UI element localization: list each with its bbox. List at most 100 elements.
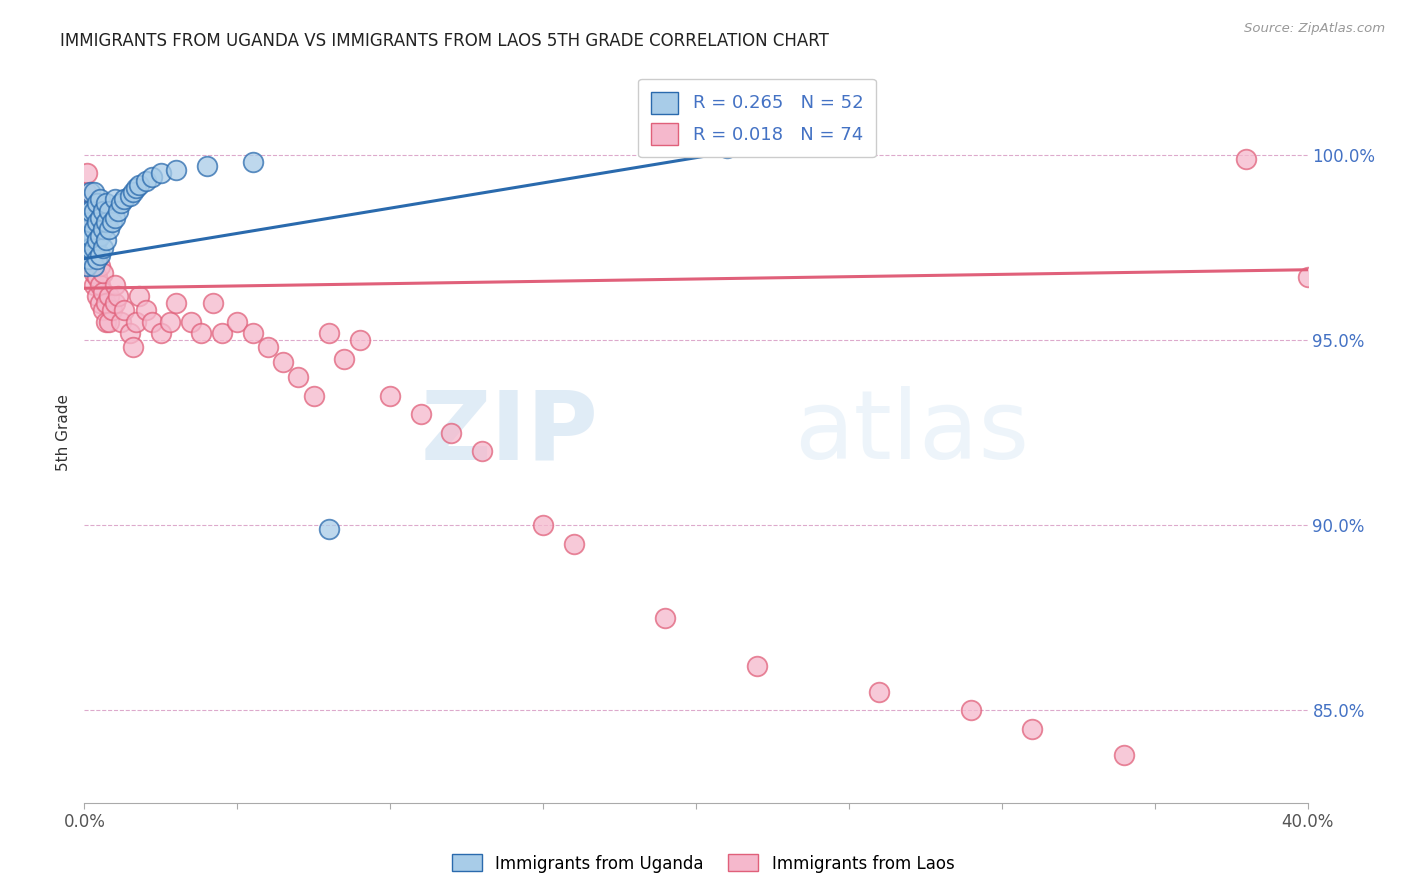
Point bbox=[747, 658, 769, 673]
Point bbox=[83, 241, 105, 255]
Point bbox=[159, 315, 181, 329]
Point bbox=[83, 222, 105, 236]
Point bbox=[165, 296, 187, 310]
Point bbox=[86, 196, 108, 211]
Point bbox=[1296, 270, 1319, 285]
Point bbox=[141, 170, 163, 185]
Point bbox=[83, 241, 105, 255]
Point bbox=[86, 233, 108, 247]
Point bbox=[86, 252, 108, 266]
Point bbox=[112, 193, 135, 207]
Point bbox=[135, 174, 157, 188]
Point bbox=[83, 259, 105, 273]
Point bbox=[318, 522, 340, 536]
Point bbox=[75, 241, 97, 255]
Text: atlas: atlas bbox=[794, 386, 1029, 479]
Point bbox=[1021, 722, 1043, 736]
Point bbox=[83, 185, 105, 199]
Point bbox=[1114, 747, 1136, 762]
Point bbox=[120, 188, 142, 202]
Point bbox=[83, 222, 105, 236]
Point bbox=[97, 203, 120, 218]
Point bbox=[86, 252, 108, 266]
Point bbox=[107, 288, 129, 302]
Point bbox=[79, 241, 101, 255]
Point bbox=[89, 296, 111, 310]
Point bbox=[165, 162, 187, 177]
Point bbox=[76, 241, 98, 255]
Point bbox=[226, 315, 249, 329]
Text: IMMIGRANTS FROM UGANDA VS IMMIGRANTS FROM LAOS 5TH GRADE CORRELATION CHART: IMMIGRANTS FROM UGANDA VS IMMIGRANTS FRO… bbox=[60, 32, 828, 50]
Point bbox=[104, 211, 127, 225]
Point bbox=[122, 185, 145, 199]
Point bbox=[79, 229, 101, 244]
Point bbox=[562, 536, 585, 550]
Point bbox=[271, 355, 294, 369]
Point bbox=[76, 203, 98, 218]
Point bbox=[380, 388, 402, 402]
Point bbox=[89, 193, 111, 207]
Point bbox=[75, 203, 97, 218]
Point bbox=[302, 388, 325, 402]
Point bbox=[135, 303, 157, 318]
Point bbox=[89, 211, 111, 225]
Point bbox=[75, 185, 97, 199]
Point bbox=[120, 326, 142, 340]
Point bbox=[107, 203, 129, 218]
Point bbox=[141, 315, 163, 329]
Point bbox=[86, 233, 108, 247]
Text: ZIP: ZIP bbox=[420, 386, 598, 479]
Point bbox=[83, 277, 105, 292]
Point bbox=[125, 315, 148, 329]
Point bbox=[89, 248, 111, 262]
Point bbox=[180, 315, 202, 329]
Point bbox=[91, 267, 114, 281]
Point bbox=[104, 277, 127, 292]
Point bbox=[349, 333, 371, 347]
Point bbox=[94, 296, 117, 310]
Point bbox=[76, 167, 98, 181]
Point bbox=[79, 259, 101, 273]
Point bbox=[97, 222, 120, 236]
Point bbox=[89, 277, 111, 292]
Point bbox=[195, 159, 218, 173]
Point bbox=[79, 203, 101, 218]
Point bbox=[83, 267, 105, 281]
Point bbox=[149, 167, 172, 181]
Point bbox=[76, 259, 98, 273]
Point bbox=[101, 214, 124, 228]
Point bbox=[83, 203, 105, 218]
Point bbox=[94, 214, 117, 228]
Point bbox=[91, 285, 114, 299]
Point bbox=[94, 196, 117, 211]
Point bbox=[104, 193, 127, 207]
Point bbox=[76, 222, 98, 236]
Y-axis label: 5th Grade: 5th Grade bbox=[56, 394, 72, 471]
Point bbox=[76, 203, 98, 218]
Point bbox=[91, 303, 114, 318]
Point bbox=[190, 326, 212, 340]
Point bbox=[242, 326, 264, 340]
Point bbox=[960, 703, 983, 717]
Point bbox=[1236, 152, 1258, 166]
Point bbox=[531, 518, 554, 533]
Point bbox=[77, 229, 100, 244]
Point bbox=[94, 315, 117, 329]
Point bbox=[716, 140, 738, 154]
Point bbox=[211, 326, 233, 340]
Point bbox=[83, 259, 105, 273]
Point bbox=[333, 351, 356, 366]
Point bbox=[86, 214, 108, 228]
Point bbox=[79, 214, 101, 228]
Point bbox=[242, 155, 264, 169]
Point bbox=[91, 222, 114, 236]
Point bbox=[471, 444, 494, 458]
Point bbox=[76, 222, 98, 236]
Point bbox=[79, 222, 101, 236]
Point bbox=[97, 315, 120, 329]
Point bbox=[91, 203, 114, 218]
Point bbox=[110, 315, 132, 329]
Point bbox=[125, 181, 148, 195]
Point bbox=[101, 303, 124, 318]
Legend: Immigrants from Uganda, Immigrants from Laos: Immigrants from Uganda, Immigrants from … bbox=[444, 847, 962, 880]
